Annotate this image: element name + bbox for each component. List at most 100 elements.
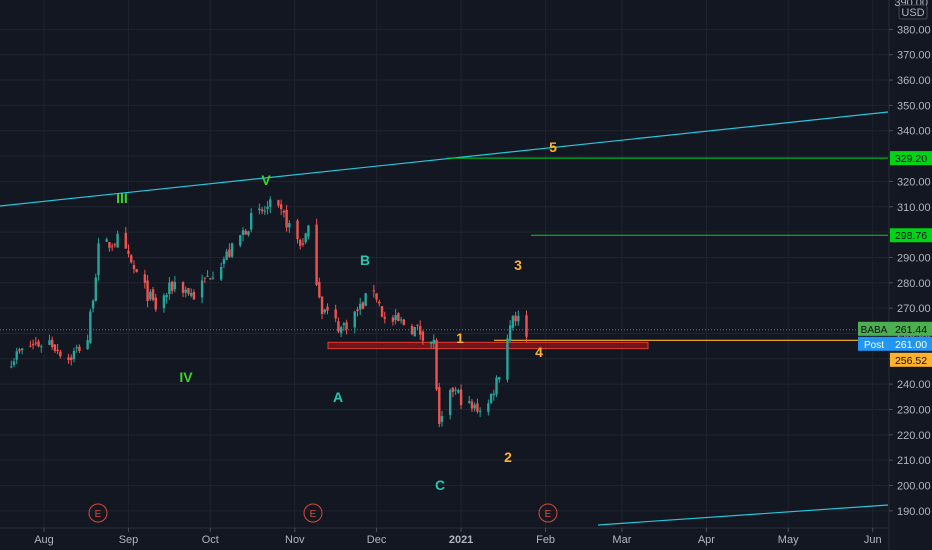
candle	[206, 275, 209, 277]
candle	[154, 297, 157, 310]
candle	[269, 199, 272, 207]
candle	[56, 349, 59, 352]
earnings-marker-label: E	[545, 509, 552, 520]
price-tick-label: 210.00	[897, 455, 931, 467]
trend-line-lower	[597, 504, 889, 526]
candle	[487, 403, 490, 412]
price-tick-label: 350.00	[897, 100, 931, 112]
candle	[418, 326, 422, 335]
candle	[307, 225, 310, 237]
candle	[397, 313, 400, 322]
candle	[489, 394, 493, 403]
candle	[86, 340, 89, 350]
earnings-marker[interactable]	[303, 503, 323, 523]
price-tick-label: 270.00	[897, 303, 931, 315]
currency-label[interactable]: USD	[901, 7, 924, 19]
post-tag	[858, 336, 890, 351]
candle	[416, 324, 419, 326]
wave-label-C: C	[435, 477, 445, 493]
candle	[378, 301, 381, 304]
candle	[285, 209, 288, 228]
candle	[78, 346, 81, 351]
candle	[184, 289, 187, 293]
earnings-marker[interactable]	[88, 503, 108, 523]
candle	[323, 309, 326, 313]
price-tag-target-lower	[890, 228, 932, 243]
candle	[258, 208, 261, 211]
candle	[31, 343, 35, 346]
candle	[299, 239, 302, 246]
candle	[495, 377, 498, 395]
time-tick-label: Dec	[367, 534, 387, 546]
candle	[318, 282, 321, 298]
time-tick-label: Sep	[119, 534, 139, 546]
currency-button[interactable]	[898, 4, 928, 20]
candle	[40, 346, 43, 348]
time-tick-label: Mar	[612, 534, 631, 546]
candle	[124, 232, 127, 249]
candle	[517, 315, 520, 322]
candle	[296, 220, 299, 240]
candle	[241, 230, 245, 235]
wave-label-5: 5	[549, 139, 557, 155]
symbol-tag-text: BABA	[861, 325, 888, 336]
candle	[288, 222, 291, 228]
candle	[511, 316, 515, 328]
candle	[525, 315, 528, 337]
candle	[15, 351, 18, 360]
candle	[91, 300, 95, 309]
price-tag-target-upper	[890, 151, 932, 166]
candle	[473, 404, 476, 409]
candle	[67, 357, 70, 360]
candle	[162, 295, 166, 309]
price-tick-label: 230.00	[897, 404, 931, 416]
candle	[326, 306, 329, 311]
candle	[372, 290, 376, 292]
wave-label-III: III	[116, 190, 128, 206]
candle	[12, 361, 16, 365]
candle	[301, 243, 305, 245]
time-tick-label: May	[778, 534, 799, 546]
candle	[222, 259, 226, 264]
earnings-marker[interactable]	[538, 503, 558, 523]
candle	[127, 250, 130, 254]
candle	[48, 340, 51, 345]
candle	[399, 319, 403, 321]
candle	[173, 281, 177, 290]
candle	[337, 321, 340, 332]
candle	[170, 281, 174, 291]
candle	[353, 311, 356, 328]
candle	[151, 289, 155, 300]
candle	[37, 341, 40, 347]
time-tick-label: Nov	[285, 534, 305, 546]
candle	[94, 277, 97, 301]
candle	[181, 282, 185, 293]
price-tag-target-lower-text: 298.76	[895, 230, 927, 242]
candle	[410, 325, 414, 335]
candle	[345, 322, 348, 330]
plot-background	[0, 0, 888, 550]
candle	[359, 303, 362, 310]
candle	[451, 387, 455, 392]
price-tick-label: 310.00	[897, 202, 931, 214]
wave-label-A: A	[333, 389, 343, 405]
price-tick-label: 240.00	[897, 379, 931, 391]
candle	[277, 200, 280, 206]
candle	[219, 266, 223, 280]
price-tick-label: 280.00	[897, 278, 931, 290]
time-tick-label: Apr	[698, 534, 715, 546]
earnings-marker-label: E	[310, 509, 317, 520]
candle	[230, 243, 234, 257]
candle	[108, 241, 111, 248]
candle	[211, 277, 215, 279]
candle	[260, 209, 264, 212]
candle	[239, 235, 242, 246]
support-zone	[327, 341, 649, 350]
candle	[440, 416, 444, 422]
candle	[72, 350, 76, 360]
time-tick-label: Jun	[864, 534, 882, 546]
price-tick-label: 370.00	[897, 50, 931, 62]
candle	[432, 339, 436, 344]
